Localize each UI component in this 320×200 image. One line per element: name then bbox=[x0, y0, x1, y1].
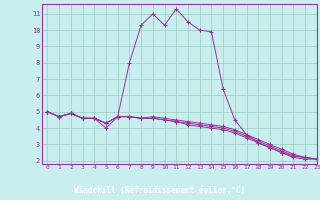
Text: Windchill (Refroidissement éolien,°C): Windchill (Refroidissement éolien,°C) bbox=[75, 186, 245, 194]
